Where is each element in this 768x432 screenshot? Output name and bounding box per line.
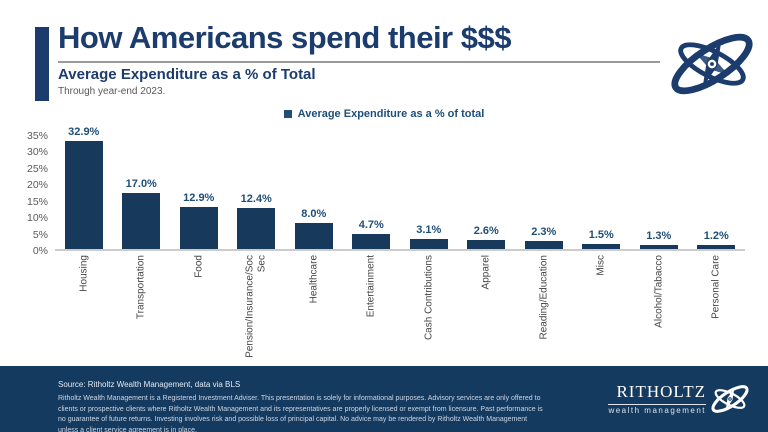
bar-value-label: 3.1% xyxy=(416,223,442,236)
bar xyxy=(352,233,391,249)
x-category-label: Alcohol/Tabacco xyxy=(653,255,664,328)
bar-value-label: 12.4% xyxy=(240,193,272,206)
bar xyxy=(64,140,103,249)
x-category-label: Apparel xyxy=(480,255,492,290)
bar xyxy=(697,245,736,249)
x-category-label: Personal Care xyxy=(710,255,722,319)
bar xyxy=(524,241,563,249)
bar xyxy=(179,206,218,249)
bar-slot: 8.0% xyxy=(285,136,343,249)
bar-slot: 1.3% xyxy=(630,136,688,249)
x-category-label: Housing xyxy=(78,255,89,292)
bar-slot: 32.9% xyxy=(55,126,113,249)
y-axis: 35% 30% 25% 20% 15% 10% 5% 0% xyxy=(10,130,55,257)
bar-slot: 2.3% xyxy=(515,136,573,249)
y-tick-label: 20% xyxy=(26,179,48,192)
legend-label: Average Expenditure as a % of total xyxy=(297,108,485,120)
source-note: Source: Ritholtz Wealth Management, data… xyxy=(58,380,241,389)
bar xyxy=(582,244,621,249)
y-tick-label: 10% xyxy=(26,212,48,225)
x-category-label: Misc xyxy=(595,255,607,276)
bar xyxy=(237,208,276,249)
bar-slot: 1.5% xyxy=(573,136,631,249)
bar-value-label: 12.9% xyxy=(183,191,215,204)
x-category-label: Reading/Education xyxy=(538,255,549,340)
bar-value-label: 4.7% xyxy=(358,218,384,231)
y-tick-label: 0% xyxy=(32,245,48,257)
bar xyxy=(294,222,333,249)
bar-slot: 12.9% xyxy=(170,136,228,249)
plot-area: 32.9% 17.0% 12.9% 12.4% 8.0% 4.7% 3.1% 2.6% 2.3%… xyxy=(55,126,746,251)
plot-column: 32.9% 17.0% 12.9% 12.4% 8.0% 4.7% 3.1% 2.6% 2.3%… xyxy=(55,126,746,365)
brand-subtitle: wealth management xyxy=(608,404,706,415)
bar-value-label: 1.3% xyxy=(646,229,672,242)
y-tick-label: 30% xyxy=(26,146,48,159)
bar-value-label: 32.9% xyxy=(68,125,100,138)
x-axis-labels: Housing Transportation Food Pension/Insuran… xyxy=(55,251,745,365)
bar xyxy=(639,244,678,249)
bar-slot: 1.2% xyxy=(688,136,746,249)
y-tick-label: 15% xyxy=(26,195,48,208)
title-underline xyxy=(58,61,660,63)
bar-value-label: 2.6% xyxy=(473,225,499,238)
bar-value-label: 2.3% xyxy=(531,226,557,239)
ritholtz-gyroscope-logo-icon xyxy=(671,33,753,95)
bar-value-label: 17.0% xyxy=(125,178,157,191)
bar-slot: 3.1% xyxy=(400,136,458,249)
y-tick-label: 25% xyxy=(26,162,48,175)
footer-brand: RITHOLTZ wealth management xyxy=(608,377,752,421)
ritholtz-gyroscope-logo-white-icon xyxy=(711,385,749,413)
bar-slot: 2.6% xyxy=(458,136,516,249)
x-category-label: Pension/Insurance/Soc Sec xyxy=(244,255,268,358)
bar xyxy=(467,240,506,249)
brand-name: RITHOLTZ xyxy=(616,382,706,401)
chart-legend: Average Expenditure as a % of total xyxy=(0,108,768,120)
brand-text: RITHOLTZ wealth management xyxy=(608,383,706,415)
x-category-label: Healthcare xyxy=(308,255,319,304)
bar-slot: 4.7% xyxy=(343,136,401,249)
bar xyxy=(409,238,448,249)
disclaimer-text: Ritholtz Wealth Management is a Register… xyxy=(58,395,543,432)
x-category-label: Food xyxy=(193,255,204,278)
x-category-label: Transportation xyxy=(135,255,147,320)
date-note: Through year-end 2023. xyxy=(58,86,166,97)
chart-subtitle: Average Expenditure as a % of Total xyxy=(58,66,316,83)
y-tick-label: 35% xyxy=(26,130,48,142)
bar-value-label: 1.5% xyxy=(588,229,614,242)
title-accent-bar xyxy=(35,27,49,101)
x-category-label: Entertainment xyxy=(365,255,377,318)
bar-slot: 12.4% xyxy=(228,136,286,249)
legend-swatch-icon xyxy=(283,110,292,118)
page-title: How Americans spend their $$$ xyxy=(58,20,511,55)
bar-slot: 17.0% xyxy=(113,136,171,249)
x-category-label: Cash Contributions xyxy=(423,255,434,341)
bar-chart: 35% 30% 25% 20% 15% 10% 5% 0% 32.9% 17.0% 12.9% 12… xyxy=(10,126,746,365)
bar-value-label: 8.0% xyxy=(301,207,327,220)
y-tick-label: 5% xyxy=(32,228,48,241)
footer: Source: Ritholtz Wealth Management, data… xyxy=(0,366,768,432)
bar xyxy=(122,193,161,249)
bar-value-label: 1.2% xyxy=(703,230,729,243)
